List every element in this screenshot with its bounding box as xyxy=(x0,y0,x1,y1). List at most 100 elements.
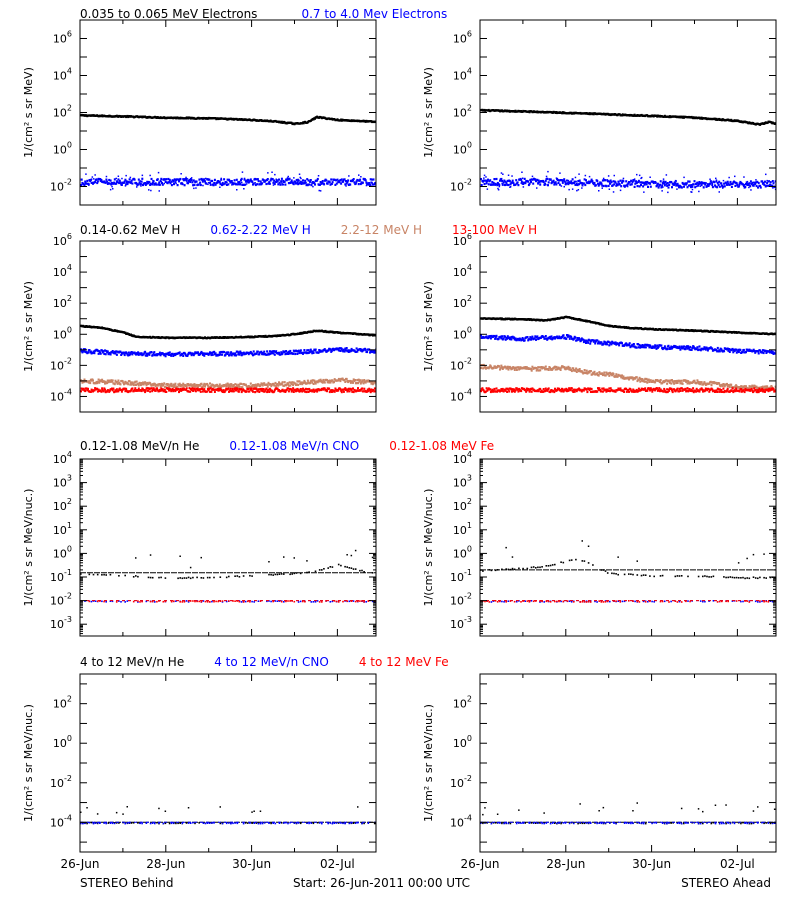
data-point xyxy=(746,180,749,183)
data-point xyxy=(755,179,757,181)
data-point xyxy=(678,346,680,349)
data-point xyxy=(768,180,770,182)
data-point xyxy=(262,388,265,391)
data-point xyxy=(326,379,328,382)
data-point xyxy=(359,379,362,382)
data-point xyxy=(498,183,501,186)
data-point xyxy=(217,180,220,183)
data-point xyxy=(654,344,657,347)
data-point xyxy=(659,180,662,183)
data-point xyxy=(697,382,700,385)
data-point xyxy=(666,382,669,385)
data-point xyxy=(189,352,192,355)
data-point xyxy=(571,178,574,181)
data-point xyxy=(697,184,700,187)
data-point xyxy=(636,185,639,188)
data-point xyxy=(620,185,623,188)
data-point xyxy=(302,387,304,390)
data-point xyxy=(636,173,638,176)
data-point xyxy=(187,180,190,183)
data-point xyxy=(285,352,288,355)
data-point xyxy=(126,182,129,186)
data-point xyxy=(500,172,503,174)
panel-frame xyxy=(79,240,377,413)
data-point xyxy=(515,179,518,182)
data-point xyxy=(278,381,280,384)
data-point xyxy=(292,352,295,355)
data-point xyxy=(670,382,673,385)
series-black xyxy=(80,113,376,126)
data-point xyxy=(210,353,213,357)
data-point xyxy=(166,384,169,387)
data-point xyxy=(287,352,290,355)
data-point xyxy=(359,382,362,385)
data-point xyxy=(147,389,149,392)
data-point xyxy=(284,183,287,186)
data-point xyxy=(357,183,360,186)
data-point xyxy=(573,180,576,183)
data-point xyxy=(140,389,143,393)
data-point xyxy=(276,383,279,386)
data-point xyxy=(656,344,659,347)
data-point xyxy=(230,383,233,386)
data-point xyxy=(116,382,119,385)
data-point xyxy=(604,374,607,377)
data-point xyxy=(96,382,99,385)
data-point xyxy=(259,183,261,186)
data-point xyxy=(371,182,373,184)
data-point xyxy=(553,183,556,186)
data-point xyxy=(185,387,188,390)
data-point xyxy=(297,388,300,391)
data-point xyxy=(192,385,195,388)
data-point xyxy=(576,337,579,340)
data-point xyxy=(254,177,257,181)
data-point xyxy=(641,181,644,184)
data-point xyxy=(771,180,774,183)
data-point xyxy=(294,388,297,391)
data-point xyxy=(201,387,204,390)
data-point xyxy=(312,388,315,391)
data-point xyxy=(597,374,600,377)
data-point xyxy=(530,338,532,341)
data-point xyxy=(227,383,230,386)
data-point xyxy=(352,178,355,181)
data-point xyxy=(283,180,286,183)
data-point xyxy=(494,337,497,340)
data-point xyxy=(327,349,330,352)
data-point xyxy=(520,182,522,184)
data-point xyxy=(232,390,235,393)
data-point xyxy=(142,381,144,384)
data-point xyxy=(338,347,341,350)
data-point xyxy=(575,339,578,342)
data-point xyxy=(301,181,304,184)
data-point xyxy=(115,390,118,393)
data-point xyxy=(111,387,113,390)
data-point xyxy=(492,183,494,186)
data-point xyxy=(667,186,670,189)
data-point xyxy=(482,180,485,183)
data-point xyxy=(699,349,702,352)
data-point xyxy=(728,183,731,186)
data-point xyxy=(504,365,507,369)
data-point xyxy=(360,381,363,384)
data-point xyxy=(647,344,650,347)
data-point xyxy=(566,334,568,337)
data-point xyxy=(277,183,280,186)
data-point xyxy=(213,178,216,181)
data-point xyxy=(601,184,604,187)
data-point xyxy=(622,177,625,180)
data-point xyxy=(699,383,702,386)
data-point xyxy=(98,381,101,384)
data-point xyxy=(695,348,698,351)
data-point xyxy=(120,183,123,186)
data-point xyxy=(235,386,237,389)
data-point xyxy=(702,347,705,350)
data-point xyxy=(115,388,118,391)
data-point xyxy=(318,189,320,192)
data-point xyxy=(261,352,264,355)
data-point xyxy=(619,189,622,192)
data-point xyxy=(580,182,583,185)
data-point xyxy=(641,344,644,347)
data-point xyxy=(497,337,500,341)
data-point xyxy=(312,382,315,385)
